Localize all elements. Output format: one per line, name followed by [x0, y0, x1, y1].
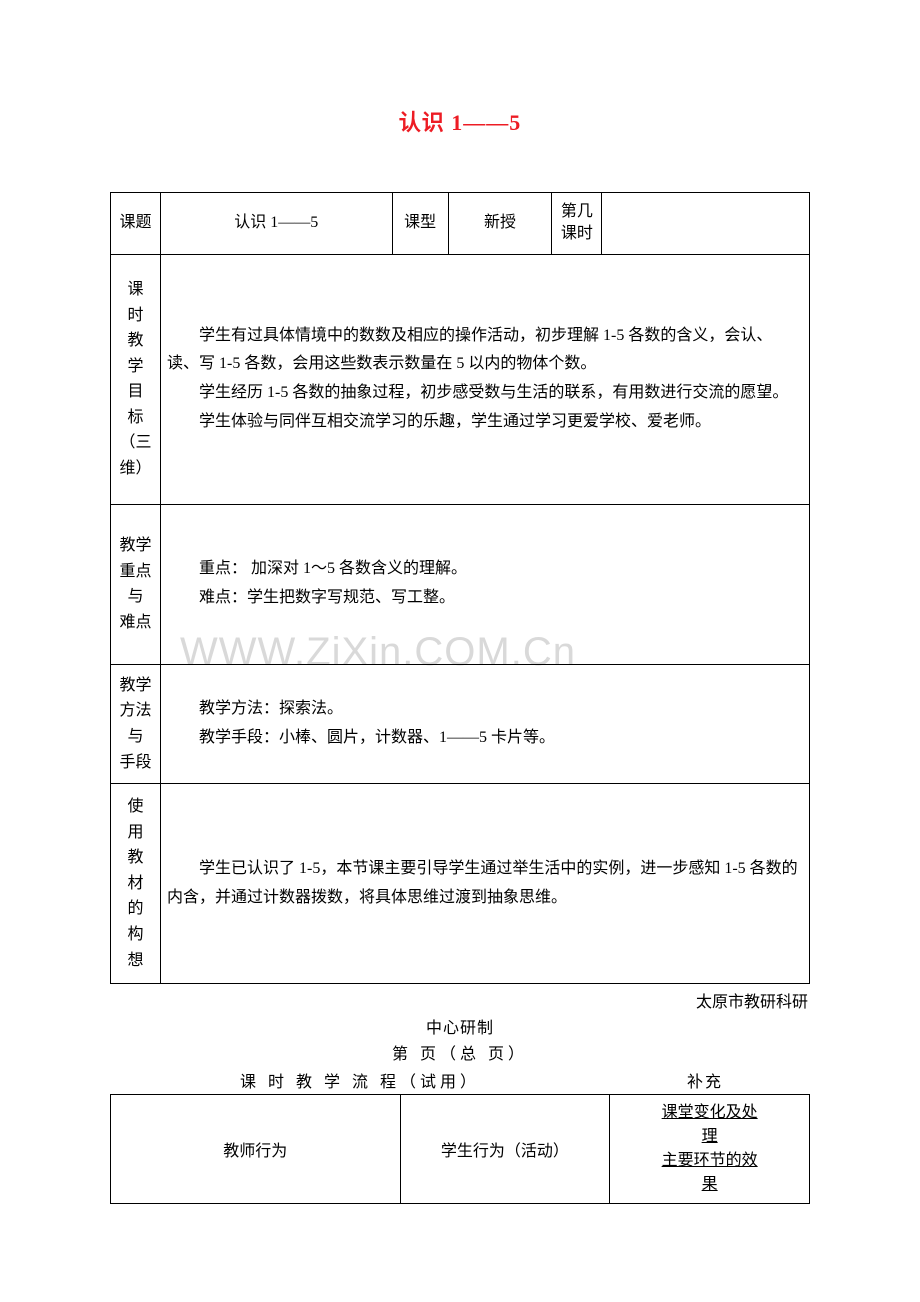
objectives-content: 学生有过具体情境中的数数及相应的操作活动，初步理解 1-5 各数的含义，会认、读… [160, 254, 809, 504]
label-period: 第几 课时 [552, 193, 602, 255]
objectives-p1: 学生有过具体情境中的数数及相应的操作活动，初步理解 1-5 各数的含义，会认、读… [167, 322, 803, 380]
method-p2: 教学手段：小棒、圆片，计数器、1——5 卡片等。 [167, 724, 803, 753]
flow-table: 教师行为 学生行为（活动） 课堂变化及处 理 主要环节的效 果 [110, 1094, 810, 1204]
concept-row: 使 用 教 材 的 构 想 学生已认识了 1-5，本节课主要引导学生通过举生活中… [111, 784, 810, 984]
method-head: 教学 方法 与 手段 [111, 664, 161, 783]
lesson-plan-table: 课题 认识 1——5 课型 新授 第几 课时 课 时 教 学 目 标 （三维） … [110, 192, 810, 984]
method-row: 教学 方法 与 手段 教学方法：探索法。 教学手段：小棒、圆片，计数器、1——5… [111, 664, 810, 783]
footer-page-line: 第 页（总 页） [0, 1040, 920, 1064]
value-topic: 认识 1——5 [160, 193, 392, 255]
value-period [602, 193, 810, 255]
concept-p1: 学生已认识了 1-5，本节课主要引导学生通过举生活中的实例，进一步感知 1-5 … [167, 855, 803, 913]
objectives-head: 课 时 教 学 目 标 （三维） [111, 254, 161, 504]
method-p1: 教学方法：探索法。 [167, 695, 803, 724]
concept-head: 使 用 教 材 的 构 想 [111, 784, 161, 984]
objectives-row: 课 时 教 学 目 标 （三维） 学生有过具体情境中的数数及相应的操作活动，初步… [111, 254, 810, 504]
flow-col-teacher: 教师行为 [111, 1095, 401, 1204]
notes-line3: 主要环节的效 [614, 1149, 805, 1173]
footer-source-right: 太原市教研科研 [110, 988, 810, 1012]
label-topic: 课题 [111, 193, 161, 255]
footer-source-center: 中心研制 [0, 1014, 920, 1038]
notes-line4: 果 [614, 1173, 805, 1197]
notes-line1: 课堂变化及处 [614, 1101, 805, 1125]
concept-content: 学生已认识了 1-5，本节课主要引导学生通过举生活中的实例，进一步感知 1-5 … [160, 784, 809, 984]
flow-header: 课 时 教 学 流 程（试用）补充 [110, 1068, 810, 1092]
header-row: 课题 认识 1——5 课型 新授 第几 课时 [111, 193, 810, 255]
focus-p2: 难点：学生把数字写规范、写工整。 [167, 584, 803, 613]
flow-col-student: 学生行为（活动） [400, 1095, 610, 1204]
label-lesson-type: 课型 [392, 193, 448, 255]
flow-table-row: 教师行为 学生行为（活动） 课堂变化及处 理 主要环节的效 果 [111, 1095, 810, 1204]
flow-title-left: 课 时 教 学 流 程（试用） [110, 1068, 610, 1092]
method-content: 教学方法：探索法。 教学手段：小棒、圆片，计数器、1——5 卡片等。 [160, 664, 809, 783]
focus-row: 教学 重点 与 难点 重点： 加深对 1～5 各数含义的理解。 难点：学生把数字… [111, 504, 810, 664]
objectives-p3: 学生体验与同伴互相交流学习的乐趣，学生通过学习更爱学校、爱老师。 [167, 408, 803, 437]
flow-col-notes: 课堂变化及处 理 主要环节的效 果 [610, 1095, 810, 1204]
focus-p1: 重点： 加深对 1～5 各数含义的理解。 [167, 555, 803, 584]
focus-head: 教学 重点 与 难点 [111, 504, 161, 664]
focus-content: 重点： 加深对 1～5 各数含义的理解。 难点：学生把数字写规范、写工整。 [160, 504, 809, 664]
notes-line2: 理 [614, 1125, 805, 1149]
value-lesson-type: 新授 [448, 193, 552, 255]
page-title: 认识 1——5 [0, 0, 920, 192]
objectives-p2: 学生经历 1-5 各数的抽象过程，初步感受数与生活的联系，有用数进行交流的愿望。 [167, 379, 803, 408]
flow-title-right: 补充 [610, 1068, 800, 1092]
